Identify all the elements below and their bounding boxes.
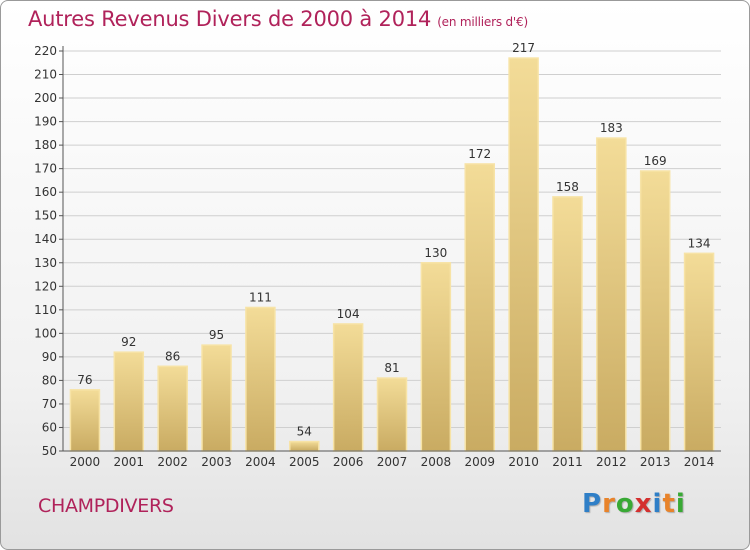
bar-2000: [69, 389, 101, 452]
chart-title: Autres Revenus Divers de 2000 à 2014 (en …: [28, 7, 528, 31]
x-tick-label: 2014: [684, 455, 715, 469]
logo-letter: i: [675, 489, 686, 519]
x-tick-label: 2003: [201, 455, 232, 469]
data-label: 81: [384, 361, 399, 375]
data-labels: 76 92 86 95 111 54 104 81 130 172 217 158 183 169 134: [77, 41, 710, 439]
logo-letter: P: [582, 489, 603, 519]
y-tick-label: 130: [34, 256, 57, 270]
y-tick-label: 150: [34, 209, 57, 223]
bar-2003: [201, 344, 232, 452]
bar-2002: [157, 365, 188, 452]
bar-2012: [596, 137, 627, 452]
chart-title-text: Autres Revenus Divers de 2000 à 2014: [28, 7, 432, 31]
x-tick-label: 2001: [114, 455, 145, 469]
bar-2009: [464, 163, 495, 452]
x-tick-label: 2000: [70, 455, 101, 469]
logo-letter: i: [652, 489, 663, 519]
bar-2013: [639, 170, 671, 452]
y-tick-label: 170: [34, 162, 57, 176]
x-tick-label: 2004: [245, 455, 276, 469]
y-tick-label: 70: [42, 397, 57, 411]
data-label: 95: [209, 328, 224, 342]
bar-2011: [552, 196, 583, 452]
x-tick-label: 2006: [333, 455, 364, 469]
y-tick-label: 90: [42, 350, 57, 364]
bar-2008: [420, 262, 452, 452]
logo-letter: o: [615, 489, 635, 519]
y-tick-label: 120: [34, 279, 57, 293]
data-label: 183: [600, 121, 623, 135]
bar-2005: [289, 440, 320, 452]
proxiti-logo: Proxiti: [582, 489, 686, 519]
x-tick-label: 2002: [157, 455, 188, 469]
x-tick-label: 2012: [596, 455, 627, 469]
data-label: 104: [337, 307, 360, 321]
x-tick-label: 2005: [289, 455, 320, 469]
data-label: 158: [556, 180, 579, 194]
logo-letter: r: [602, 489, 616, 519]
x-tick-label: 2013: [640, 455, 671, 469]
bar-2004: [245, 306, 276, 452]
data-label: 54: [297, 425, 312, 439]
y-tick-label: 210: [34, 68, 57, 82]
y-tick-label: 140: [34, 232, 57, 246]
data-label: 86: [165, 349, 180, 363]
x-tick-label: 2007: [377, 455, 408, 469]
bar-2001: [113, 351, 145, 452]
y-tick-label: 160: [34, 185, 57, 199]
location-name: CHAMPDIVERS: [38, 495, 174, 517]
data-label: 217: [512, 41, 535, 55]
x-tick-label: 2011: [552, 455, 583, 469]
data-label: 172: [468, 147, 491, 161]
bar-2014: [683, 252, 715, 452]
x-axis: 2000 2001 2002 2003 2004 2005 2006 2007 2008 2009…: [63, 450, 721, 469]
data-label: 134: [688, 236, 711, 250]
y-axis: 50 60 70 80 90 100 110 120 130 140 150 160 170 180 190…: [34, 44, 64, 458]
bar-2007: [376, 377, 408, 452]
x-tick-label: 2008: [421, 455, 452, 469]
data-label: 76: [77, 373, 92, 387]
x-tick-label: 2010: [508, 455, 539, 469]
y-tick-label: 100: [34, 326, 57, 340]
y-tick-label: 50: [42, 444, 57, 458]
data-label: 130: [424, 246, 447, 260]
logo-letter: t: [662, 489, 676, 519]
bars: [69, 57, 715, 452]
y-tick-label: 180: [34, 138, 57, 152]
data-label: 92: [121, 335, 136, 349]
y-tick-label: 190: [34, 115, 57, 129]
y-tick-label: 80: [42, 373, 57, 387]
logo-letter: x: [634, 489, 653, 519]
y-tick-label: 200: [34, 91, 57, 105]
chart-subtitle: (en milliers d'€): [437, 15, 528, 29]
x-tick-label: 2009: [464, 455, 495, 469]
data-label: 111: [249, 290, 272, 304]
y-tick-label: 110: [34, 303, 57, 317]
y-tick-label: 220: [34, 44, 57, 58]
bar-2006: [332, 323, 364, 452]
bar-2010: [508, 57, 539, 452]
data-label: 169: [644, 154, 667, 168]
y-tick-label: 60: [42, 420, 57, 434]
